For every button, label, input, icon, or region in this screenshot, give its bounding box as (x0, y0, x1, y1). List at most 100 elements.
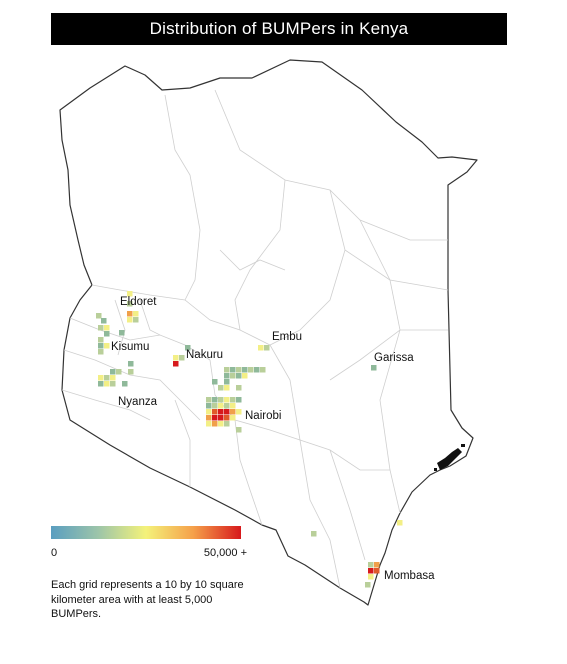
grid-cell (206, 409, 212, 415)
city-label-mombasa: Mombasa (384, 570, 435, 582)
grid-cell (365, 582, 371, 588)
grid-cell (96, 313, 102, 319)
grid-cell (224, 379, 230, 385)
grid-cell (206, 415, 212, 421)
grid-cell (230, 397, 236, 403)
title-bar: Distribution of BUMPers in Kenya (51, 13, 507, 45)
grid-cell (230, 415, 236, 421)
grid-cell (224, 409, 230, 415)
grid-cell (224, 397, 230, 403)
grid-cell (218, 409, 224, 415)
grid-cell (127, 311, 133, 317)
grid-cell (206, 421, 212, 427)
grid-cell (230, 403, 236, 409)
grid-cell (101, 318, 107, 324)
grid-cell (374, 562, 380, 568)
grid-cell (98, 337, 104, 343)
grid-cell (128, 361, 134, 367)
map-title: Distribution of BUMPers in Kenya (149, 19, 409, 38)
grid-cell (212, 415, 218, 421)
grid-cell (368, 562, 374, 568)
grid-cell (173, 361, 179, 367)
grid-cell (116, 369, 122, 375)
grid-cell (236, 397, 242, 403)
grid-cell (236, 385, 242, 391)
grid-cell (258, 345, 264, 351)
grid-cell (104, 331, 110, 337)
grid-cell (230, 409, 236, 415)
grid-cell (218, 415, 224, 421)
legend-gradient-bar (51, 526, 241, 539)
grid-cell (264, 345, 270, 351)
grid-cell (218, 421, 224, 427)
grid-cell (212, 397, 218, 403)
grid-cell (128, 369, 134, 375)
city-label-nakuru: Nakuru (186, 349, 223, 361)
grid-cell (224, 415, 230, 421)
grid-cell (224, 403, 230, 409)
grid-cell (218, 403, 224, 409)
grid-cell (110, 369, 116, 375)
grid-cell (127, 317, 133, 323)
grid-cell (98, 343, 104, 349)
grid-cell (179, 355, 185, 361)
grid-cell (242, 373, 248, 379)
grid-cell (397, 520, 403, 526)
grid-cell (104, 343, 110, 349)
grid-cell (368, 568, 374, 574)
coastline-detail (434, 444, 465, 471)
legend-min-label: 0 (51, 547, 58, 559)
grid-cell (206, 403, 212, 409)
grid-cell (104, 381, 110, 387)
grid-cell (224, 421, 230, 427)
grid-cell (218, 385, 224, 391)
grid-cell (127, 291, 133, 297)
grid-cell (127, 301, 133, 307)
grid-cell (133, 317, 139, 323)
grid-cell (98, 325, 104, 331)
grid-cell (224, 385, 230, 391)
city-label-embu: Embu (272, 331, 302, 343)
grid-cell (98, 349, 104, 355)
grid-cell (248, 367, 254, 373)
grid-cell (206, 397, 212, 403)
grid-cell (242, 367, 248, 373)
city-label-kisumu: Kisumu (111, 341, 149, 353)
grid-cell (122, 381, 128, 387)
city-label-garissa: Garissa (374, 352, 414, 364)
city-label-nairobi: Nairobi (245, 410, 281, 422)
grid-cell (212, 409, 218, 415)
grid-cell (254, 367, 260, 373)
grid-cell (185, 345, 191, 351)
grid-cell (368, 574, 374, 580)
legend-max-label: 50,000 + (203, 547, 247, 559)
city-label-nyanza: Nyanza (118, 396, 158, 408)
color-legend: 0 50,000 + (51, 526, 247, 563)
grid-cell (98, 381, 104, 387)
grid-cell (224, 373, 230, 379)
grid-cell (110, 381, 116, 387)
grid-cell (224, 367, 230, 373)
county-boundaries (61, 89, 449, 589)
city-labels: Eldoret Kisumu Nakuru Embu Garissa Nyanz… (111, 296, 435, 582)
grid-cell (212, 421, 218, 427)
grid-cell (104, 375, 110, 381)
grid-cell (98, 375, 104, 381)
grid-cell (236, 367, 242, 373)
city-label-eldoret: Eldoret (120, 296, 157, 308)
grid-cell (212, 379, 218, 385)
grid-cell (374, 568, 380, 574)
density-grid (96, 291, 403, 588)
grid-cell (212, 403, 218, 409)
grid-cell (371, 365, 377, 371)
grid-cell (104, 325, 110, 331)
grid-cell (236, 409, 242, 415)
grid-cell (110, 375, 116, 381)
grid-cell (218, 397, 224, 403)
grid-cell (230, 367, 236, 373)
grid-cell (236, 427, 242, 433)
grid-cell (260, 367, 266, 373)
grid-cell (236, 373, 242, 379)
footnote: Each grid represents a 10 by 10 square k… (51, 579, 244, 620)
